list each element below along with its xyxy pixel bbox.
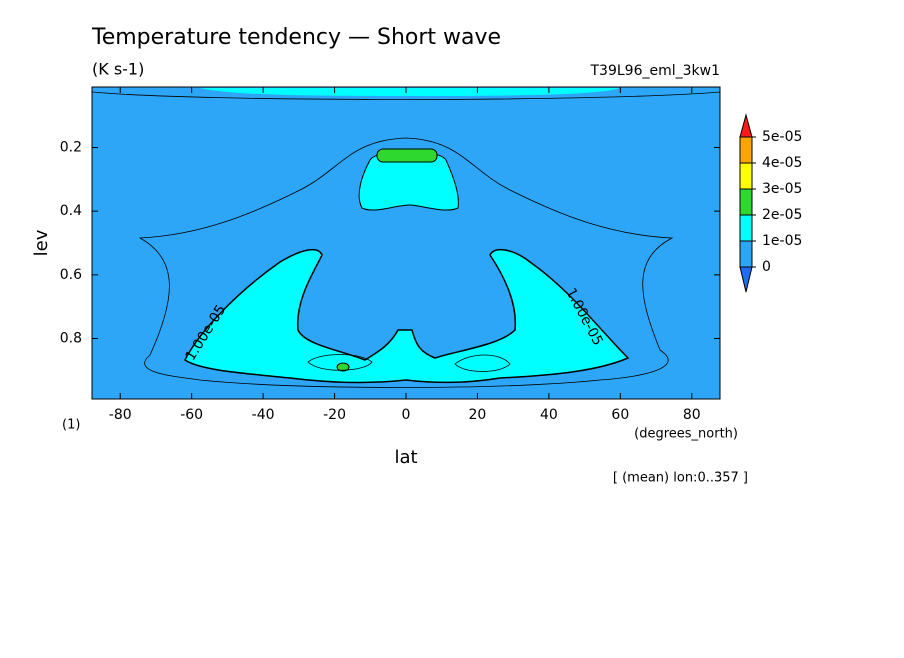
colorbar-label: 0 — [762, 259, 771, 275]
x-tick-label: 40 — [540, 407, 558, 423]
contour-field: 1.00e-05 1.00e-05 — [91, 87, 721, 399]
x-tick-label: 80 — [683, 407, 701, 423]
colorbar-band — [739, 162, 753, 190]
x-axis-label: lat — [394, 447, 417, 468]
top-band — [200, 88, 620, 96]
colorbar-label: 3e-05 — [762, 181, 802, 197]
contour-line — [307, 354, 373, 371]
colorbar-band — [739, 136, 753, 164]
colorbar-under — [739, 266, 753, 293]
colorbar-label: 5e-05 — [762, 129, 802, 145]
upper-region — [358, 150, 459, 211]
x-tick-label: 60 — [611, 407, 629, 423]
x-units: (degrees_north) — [634, 427, 738, 442]
contour-line — [138, 137, 674, 388]
y-tick-label: 0.6 — [60, 267, 82, 283]
x-tick-label: 0 — [402, 407, 411, 423]
upper-core — [376, 148, 438, 163]
footnote: [ (mean) lon:0..357 ] — [613, 471, 748, 486]
contour-line — [454, 354, 511, 372]
colorbar-label: 4e-05 — [762, 155, 802, 171]
chart-title: Temperature tendency — Short wave — [91, 25, 501, 50]
x-tick-label: -20 — [323, 407, 346, 423]
lower-core — [336, 362, 350, 372]
y-tick-label: 0.4 — [60, 203, 82, 219]
x-tick-label: -40 — [252, 407, 275, 423]
colorbar-band — [739, 188, 753, 216]
y-tick-label: 0.8 — [60, 331, 82, 347]
units: (K s-1) — [92, 60, 144, 79]
y-axis-label: lev — [31, 229, 52, 256]
y-tick-label: 0.2 — [60, 139, 82, 155]
colorbar-band — [739, 214, 753, 242]
y-units: (1) — [62, 418, 80, 433]
colorbar-over — [739, 113, 753, 138]
x-tick-label: 20 — [469, 407, 487, 423]
run-label: T39L96_eml_3kw1 — [590, 63, 721, 79]
x-tick-label: -80 — [109, 407, 132, 423]
contour-line — [91, 91, 721, 100]
x-tick-label: -60 — [180, 407, 203, 423]
lower-region — [184, 248, 630, 384]
colorbar-band — [739, 240, 753, 268]
colorbar-label: 2e-05 — [762, 207, 802, 223]
colorbar-label: 1e-05 — [762, 233, 802, 249]
